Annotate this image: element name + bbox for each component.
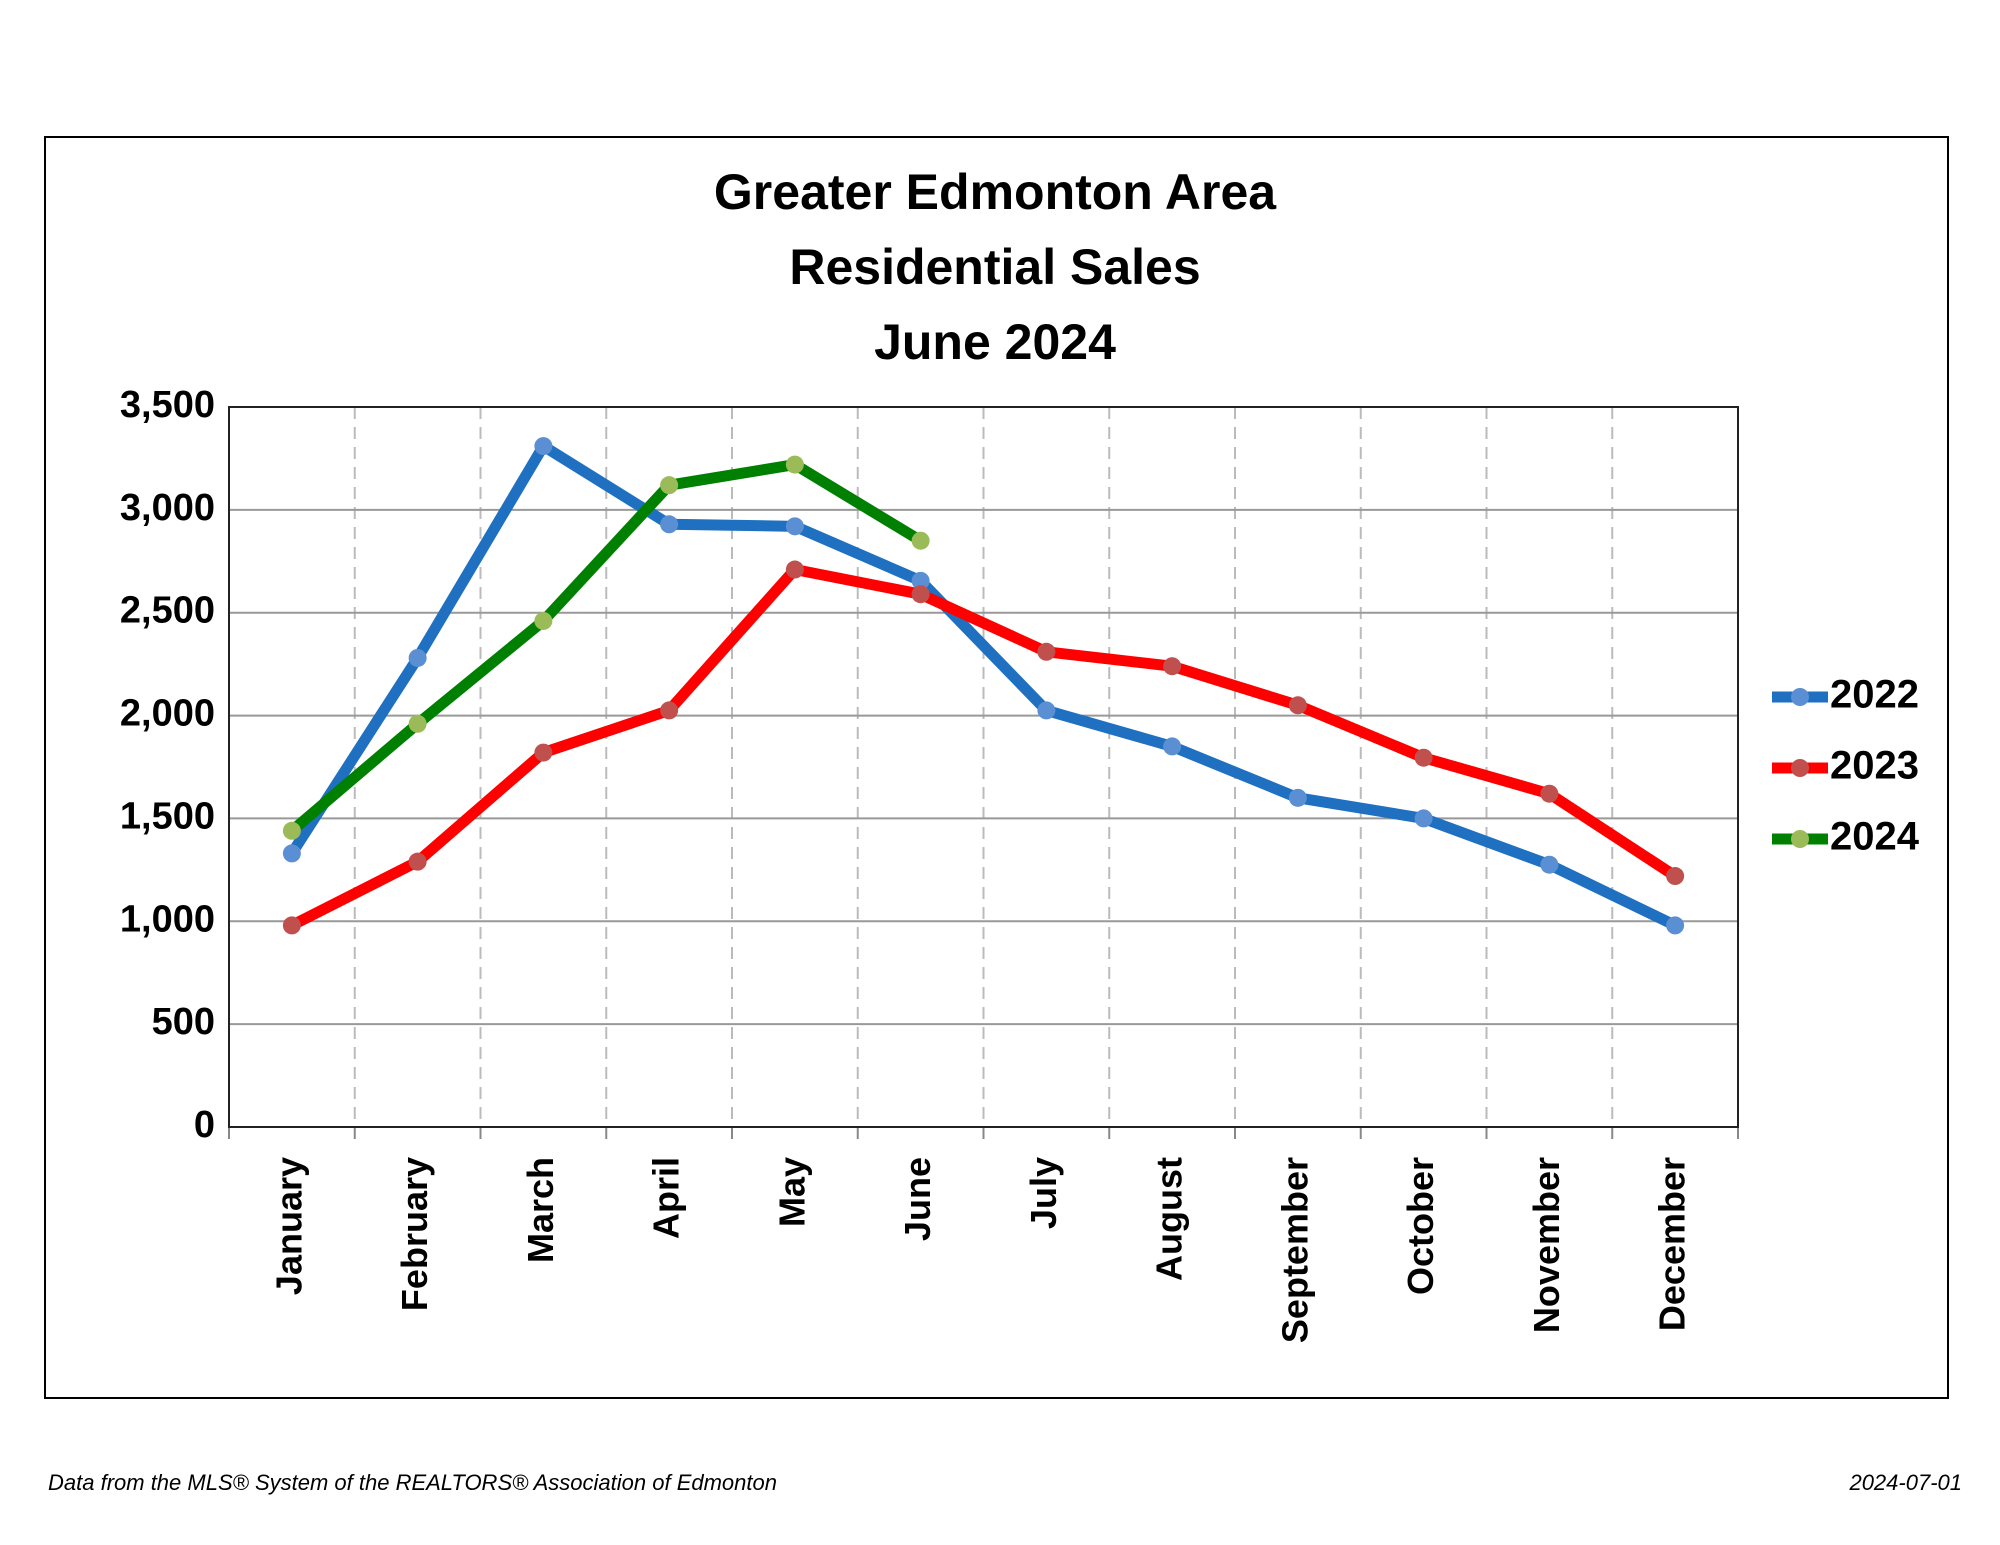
plot-area <box>228 406 1739 1128</box>
data-point <box>785 455 804 474</box>
data-point <box>660 476 679 495</box>
data-point <box>1666 916 1685 935</box>
data-point <box>408 852 427 871</box>
data-point <box>1288 788 1307 807</box>
x-tick-label: August <box>1149 1157 1190 1281</box>
legend-marker <box>1791 830 1809 848</box>
data-point <box>660 701 679 720</box>
data-point <box>1163 657 1182 676</box>
data-point <box>1540 784 1559 803</box>
date-note: 2024-07-01 <box>1848 1470 1962 1495</box>
y-tick-label: 2,000 <box>120 693 215 735</box>
x-tick-label: November <box>1526 1157 1567 1333</box>
legend-label: 2023 <box>1830 744 1919 788</box>
data-point <box>1037 642 1056 661</box>
y-tick-label: 3,000 <box>120 487 215 529</box>
data-point <box>660 515 679 534</box>
data-point <box>785 517 804 536</box>
data-point <box>1414 748 1433 767</box>
y-tick-label: 2,500 <box>120 590 215 632</box>
data-point <box>282 916 301 935</box>
data-point <box>1037 701 1056 720</box>
data-point <box>1540 855 1559 874</box>
y-tick-label: 3,500 <box>120 384 215 426</box>
x-tick-label: December <box>1652 1157 1693 1331</box>
y-tick-label: 1,000 <box>120 898 215 940</box>
data-point <box>911 571 930 590</box>
x-tick-label: April <box>646 1157 687 1239</box>
data-point <box>1163 737 1182 756</box>
chart-title: June 2024 <box>874 314 1116 370</box>
legend-label: 2024 <box>1830 815 1920 859</box>
data-point <box>1666 867 1685 886</box>
data-point <box>408 648 427 667</box>
series-line <box>289 564 1679 931</box>
source-note: Data from the MLS® System of the REALTOR… <box>48 1470 777 1495</box>
x-tick-label: July <box>1023 1157 1064 1229</box>
series-line <box>288 459 924 835</box>
data-point <box>534 743 553 762</box>
data-point <box>785 560 804 579</box>
chart-title: Residential Sales <box>789 239 1200 295</box>
chart-title: Greater Edmonton Area <box>714 164 1277 220</box>
x-tick-label: March <box>520 1157 561 1263</box>
data-point <box>1288 696 1307 715</box>
data-point <box>408 714 427 733</box>
x-tick-label: September <box>1274 1157 1315 1343</box>
x-tick-label: February <box>394 1157 435 1311</box>
legend-label: 2022 <box>1830 673 1919 717</box>
y-tick-label: 500 <box>152 1001 215 1043</box>
data-point <box>282 844 301 863</box>
data-point <box>911 531 930 550</box>
data-point <box>534 611 553 630</box>
data-point <box>911 585 930 604</box>
data-point <box>282 821 301 840</box>
legend-marker <box>1791 688 1809 706</box>
data-point <box>1414 809 1433 828</box>
x-tick-label: October <box>1400 1157 1441 1295</box>
x-tick-label: May <box>771 1157 812 1227</box>
x-tick-label: January <box>268 1157 309 1295</box>
x-tick-label: June <box>897 1157 938 1241</box>
data-point <box>534 437 553 456</box>
y-tick-label: 0 <box>194 1104 215 1146</box>
legend-marker <box>1791 759 1809 777</box>
series-line <box>287 440 1678 931</box>
y-tick-label: 1,500 <box>120 795 215 837</box>
